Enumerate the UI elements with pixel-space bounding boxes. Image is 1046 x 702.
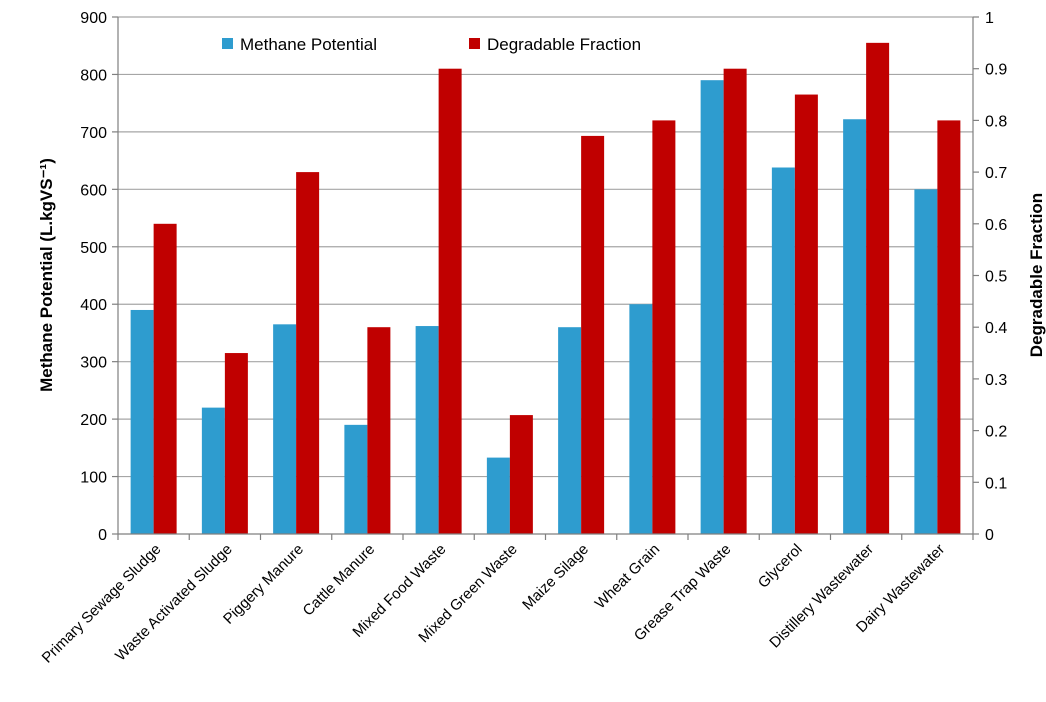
right-tick-label: 0.6 bbox=[985, 217, 1007, 234]
bar-degradable-fraction bbox=[581, 135, 605, 534]
bar-degradable-fraction bbox=[794, 94, 818, 535]
legend-swatch-methane-potential bbox=[222, 38, 233, 49]
right-tick-label: 1 bbox=[985, 10, 994, 27]
legend-label-degradable-fraction: Degradable Fraction bbox=[487, 35, 641, 54]
bar-methane-potential bbox=[415, 326, 439, 534]
bar-methane-potential bbox=[130, 309, 154, 534]
left-tick-label: 900 bbox=[80, 10, 107, 27]
category-label: Cattle Manure bbox=[300, 541, 379, 620]
bar-degradable-fraction bbox=[367, 327, 391, 534]
bar-methane-potential bbox=[201, 407, 225, 534]
legend-label-methane-potential: Methane Potential bbox=[240, 35, 377, 54]
bar-methane-potential bbox=[843, 119, 867, 535]
bar-methane-potential bbox=[700, 80, 724, 534]
right-tick-label: 0 bbox=[985, 527, 994, 544]
left-tick-label: 300 bbox=[80, 355, 107, 372]
bar-degradable-fraction bbox=[153, 223, 177, 535]
left-tick-label: 0 bbox=[98, 527, 107, 544]
left-tick-label: 800 bbox=[80, 67, 107, 84]
left-tick-label: 500 bbox=[80, 240, 107, 257]
right-tick-label: 0.8 bbox=[985, 113, 1007, 130]
bar-degradable-fraction bbox=[224, 353, 248, 534]
category-label: Waste Activated Sludge bbox=[112, 541, 236, 665]
bar-degradable-fraction bbox=[723, 68, 747, 534]
right-tick-label: 0.9 bbox=[985, 62, 1007, 79]
category-label: Primary Sewage Sludge bbox=[39, 541, 165, 667]
bar-methane-potential bbox=[273, 324, 297, 534]
category-label: Wheat Grain bbox=[592, 541, 664, 613]
left-axis-title: Methane Potential (L.kgVS⁻¹) bbox=[37, 158, 56, 392]
bar-degradable-fraction bbox=[438, 68, 462, 534]
bar-methane-potential bbox=[629, 304, 653, 534]
bar-degradable-fraction bbox=[866, 42, 890, 534]
bar-degradable-fraction bbox=[509, 415, 533, 534]
left-tick-label: 700 bbox=[80, 125, 107, 142]
bar-degradable-fraction bbox=[296, 172, 320, 534]
bar-methane-potential bbox=[344, 424, 368, 534]
bar-degradable-fraction bbox=[937, 120, 961, 535]
right-tick-label: 0.2 bbox=[985, 424, 1007, 441]
axes bbox=[117, 17, 974, 540]
bar-methane-potential bbox=[486, 457, 510, 534]
right-tick-label: 0.4 bbox=[985, 320, 1007, 337]
legend: Methane Potential Degradable Fraction bbox=[222, 35, 641, 54]
left-axis-ticks: 0 100 200 300 400 500 600 700 800 900 bbox=[80, 10, 118, 544]
right-tick-label: 0.3 bbox=[985, 372, 1007, 389]
category-label: Glycerol bbox=[755, 541, 806, 592]
right-tick-label: 0.1 bbox=[985, 475, 1007, 492]
left-tick-label: 100 bbox=[80, 470, 107, 487]
left-tick-label: 200 bbox=[80, 412, 107, 429]
right-axis-title: Degradable Fraction bbox=[1027, 193, 1046, 357]
right-tick-label: 0.7 bbox=[985, 165, 1007, 182]
right-axis-ticks: 0 0.1 0.2 0.3 0.4 0.5 0.6 0.7 0.8 0.9 1 bbox=[973, 10, 1007, 544]
bar-methane-potential bbox=[558, 327, 582, 534]
bar-methane-potential bbox=[914, 189, 938, 535]
left-tick-label: 600 bbox=[80, 182, 107, 199]
legend-swatch-degradable-fraction bbox=[469, 38, 480, 49]
right-tick-label: 0.5 bbox=[985, 269, 1007, 286]
bar-degradable-fraction bbox=[652, 120, 676, 535]
category-label: Maize Silage bbox=[519, 541, 592, 614]
bars bbox=[130, 42, 961, 535]
bar-methane-potential bbox=[771, 167, 795, 534]
left-tick-label: 400 bbox=[80, 297, 107, 314]
gridlines bbox=[118, 16, 973, 478]
